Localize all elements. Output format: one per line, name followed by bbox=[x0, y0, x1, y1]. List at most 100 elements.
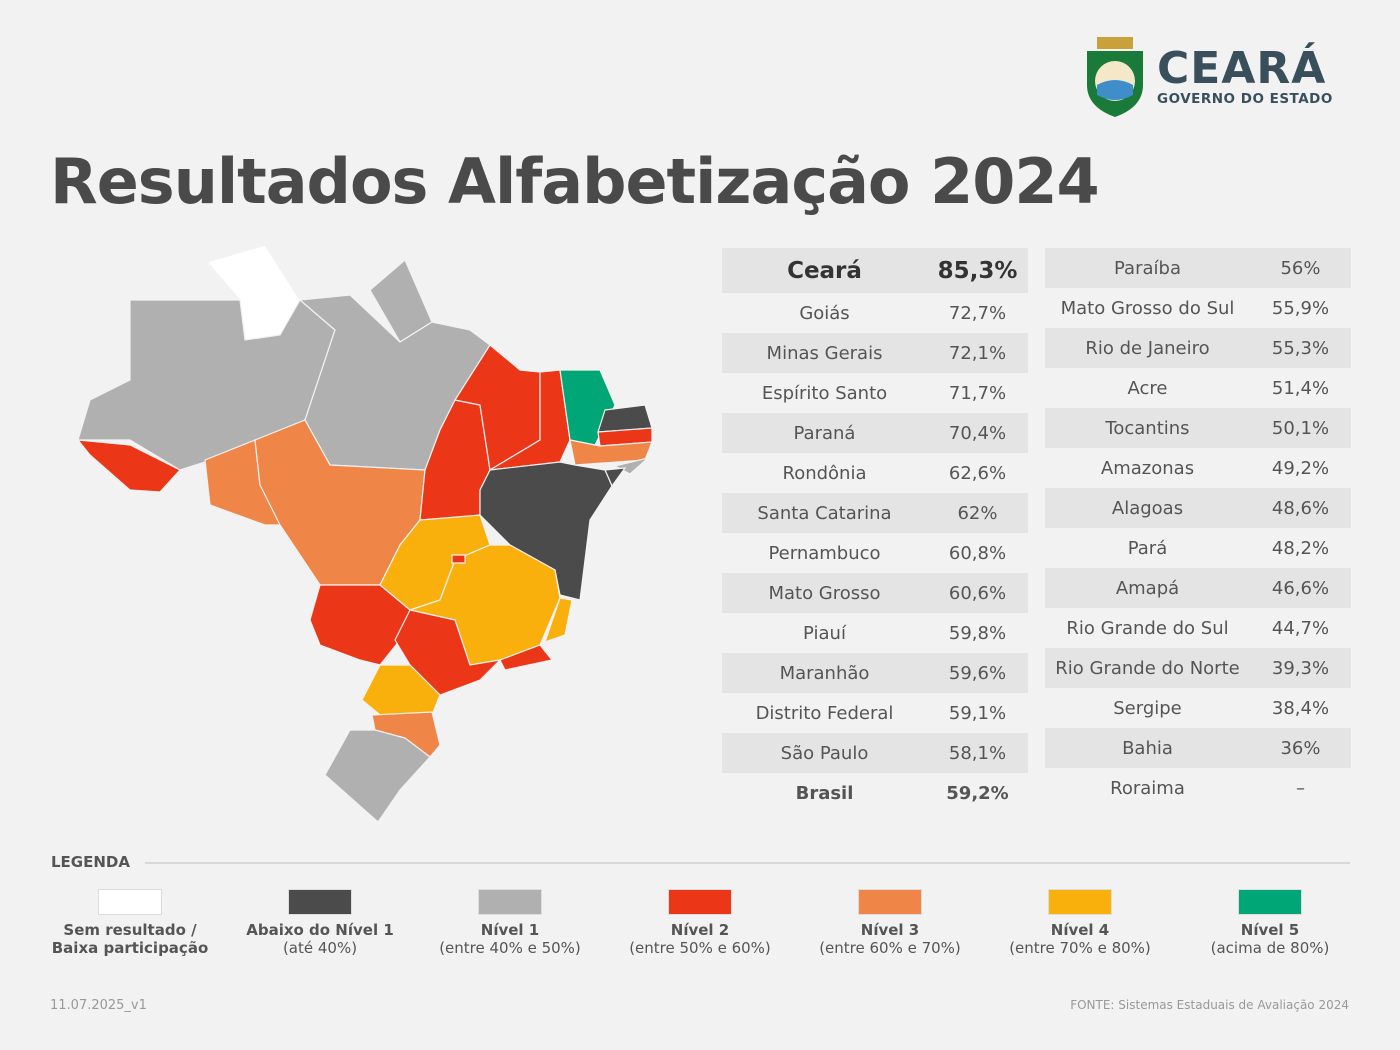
legend-label: Nível 4 bbox=[1050, 921, 1110, 939]
state-ms bbox=[309, 584, 411, 666]
source-label: FONTE: Sistemas Estaduais de Avaliação 2… bbox=[1070, 998, 1349, 1012]
table-row: Mato Grosso 60,6% bbox=[722, 573, 1028, 613]
state-value: 44,7% bbox=[1271, 617, 1330, 639]
table-row: Goiás 72,7% bbox=[722, 293, 1028, 333]
table-row: Mato Grosso do Sul 55,9% bbox=[1045, 288, 1351, 328]
state-value: 60,6% bbox=[948, 582, 1007, 604]
table-row: Pará 48,2% bbox=[1045, 528, 1351, 568]
state-name: Distrito Federal bbox=[755, 702, 894, 724]
coat-of-arms-icon bbox=[1087, 37, 1143, 117]
state-es bbox=[544, 597, 573, 643]
legend-range: (entre 40% e 50%) bbox=[439, 939, 581, 957]
table-row: Ceará 85,3% bbox=[722, 248, 1028, 293]
legend-label: Sem resultado / bbox=[63, 921, 197, 939]
state-name: Alagoas bbox=[1111, 497, 1184, 519]
legend-swatch bbox=[858, 889, 922, 915]
table-row: Amapá 46,6% bbox=[1045, 568, 1351, 608]
state-rs bbox=[324, 729, 431, 823]
table-row: Alagoas 48,6% bbox=[1045, 488, 1351, 528]
state-value: 51,4% bbox=[1271, 377, 1330, 399]
table-row: Sergipe 38,4% bbox=[1045, 688, 1351, 728]
brazil-map bbox=[76, 244, 653, 823]
state-name: Rio Grande do Norte bbox=[1055, 657, 1240, 679]
state-value: 58,1% bbox=[948, 742, 1007, 764]
state-value: 56% bbox=[1280, 257, 1321, 279]
state-ac bbox=[76, 439, 181, 493]
legend-label: Nível 5 bbox=[1240, 921, 1300, 939]
state-name: Piauí bbox=[803, 622, 846, 644]
state-name: Acre bbox=[1127, 377, 1168, 399]
table-row: Acre 51,4% bbox=[1045, 368, 1351, 408]
state-value: 55,3% bbox=[1271, 337, 1330, 359]
legend-item: Sem resultado / Baixa participação bbox=[40, 889, 220, 957]
state-name: Paraná bbox=[793, 422, 856, 444]
state-name: Amazonas bbox=[1100, 457, 1195, 479]
state-value: – bbox=[1296, 777, 1305, 799]
version-label: 11.07.2025_v1 bbox=[50, 998, 147, 1013]
state-name: Pernambuco bbox=[768, 542, 881, 564]
page-title: Resultados Alfabetização 2024 bbox=[50, 145, 1100, 218]
legend-swatch bbox=[478, 889, 542, 915]
table-row: Bahia 36% bbox=[1045, 728, 1351, 768]
state-name: Minas Gerais bbox=[766, 342, 883, 364]
legend-range: (entre 70% e 80%) bbox=[1009, 939, 1151, 957]
state-df bbox=[451, 554, 466, 564]
legend: Sem resultado / Baixa participação Abaixo … bbox=[40, 889, 1360, 957]
state-value: 59,1% bbox=[948, 702, 1007, 724]
table-row: Amazonas 49,2% bbox=[1045, 448, 1351, 488]
state-name: Paraíba bbox=[1114, 257, 1181, 279]
state-value: 71,7% bbox=[948, 382, 1007, 404]
state-value: 50,1% bbox=[1271, 417, 1330, 439]
state-name: Santa Catarina bbox=[757, 502, 892, 524]
state-name: Roraima bbox=[1110, 777, 1185, 799]
table-row: Rio de Janeiro 55,3% bbox=[1045, 328, 1351, 368]
state-name: Mato Grosso bbox=[768, 582, 881, 604]
table-row: Santa Catarina 62% bbox=[722, 493, 1028, 533]
table-row: Pernambuco 60,8% bbox=[722, 533, 1028, 573]
table-row: Roraima – bbox=[1045, 768, 1351, 808]
legend-item: Nível 3 (entre 60% e 70%) bbox=[800, 889, 980, 957]
state-value: 70,4% bbox=[948, 422, 1007, 444]
state-name: Rio de Janeiro bbox=[1085, 337, 1210, 359]
table-row: Tocantins 50,1% bbox=[1045, 408, 1351, 448]
state-value: 60,8% bbox=[948, 542, 1007, 564]
state-name: São Paulo bbox=[780, 742, 869, 764]
table-row: Rio Grande do Norte 39,3% bbox=[1045, 648, 1351, 688]
state-value: 49,2% bbox=[1271, 457, 1330, 479]
legend-item: Abaixo do Nível 1 (até 40%) bbox=[230, 889, 410, 957]
state-value: 38,4% bbox=[1271, 697, 1330, 719]
table-row: Paraná 70,4% bbox=[722, 413, 1028, 453]
state-rj bbox=[499, 644, 554, 671]
state-value: 39,3% bbox=[1271, 657, 1330, 679]
state-value: 55,9% bbox=[1271, 297, 1330, 319]
legend-range: (entre 60% e 70%) bbox=[819, 939, 961, 957]
state-value: 85,3% bbox=[937, 257, 1018, 284]
state-value: 48,6% bbox=[1271, 497, 1330, 519]
state-value: 72,7% bbox=[948, 302, 1007, 324]
state-value: 59,8% bbox=[948, 622, 1007, 644]
results-table-right: Paraíba 56% Mato Grosso do Sul 55,9% Rio de … bbox=[1045, 248, 1351, 808]
state-value: 62,6% bbox=[948, 462, 1007, 484]
legend-divider bbox=[145, 862, 1350, 864]
legend-swatch bbox=[98, 889, 162, 915]
table-row: Brasil 59,2% bbox=[722, 773, 1028, 813]
legend-swatch bbox=[288, 889, 352, 915]
state-name: Amapá bbox=[1115, 577, 1180, 599]
state-value: 59,6% bbox=[948, 662, 1007, 684]
state-name: Sergipe bbox=[1113, 697, 1182, 719]
legend-range: (acima de 80%) bbox=[1210, 939, 1330, 957]
legend-item: Nível 1 (entre 40% e 50%) bbox=[420, 889, 600, 957]
legend-range: (até 40%) bbox=[282, 939, 358, 957]
state-sp bbox=[394, 609, 502, 696]
legend-title: LEGENDA bbox=[51, 853, 130, 871]
state-name: Mato Grosso do Sul bbox=[1060, 297, 1235, 319]
table-row: Distrito Federal 59,1% bbox=[722, 693, 1028, 733]
state-name: Bahia bbox=[1122, 737, 1173, 759]
state-pe bbox=[569, 439, 653, 466]
state-value: 59,2% bbox=[946, 782, 1009, 804]
state-value: 46,6% bbox=[1271, 577, 1330, 599]
state-name: Espírito Santo bbox=[761, 382, 888, 404]
legend-label: Nível 3 bbox=[860, 921, 920, 939]
state-name: Rondônia bbox=[782, 462, 867, 484]
state-name: Tocantins bbox=[1105, 417, 1190, 439]
